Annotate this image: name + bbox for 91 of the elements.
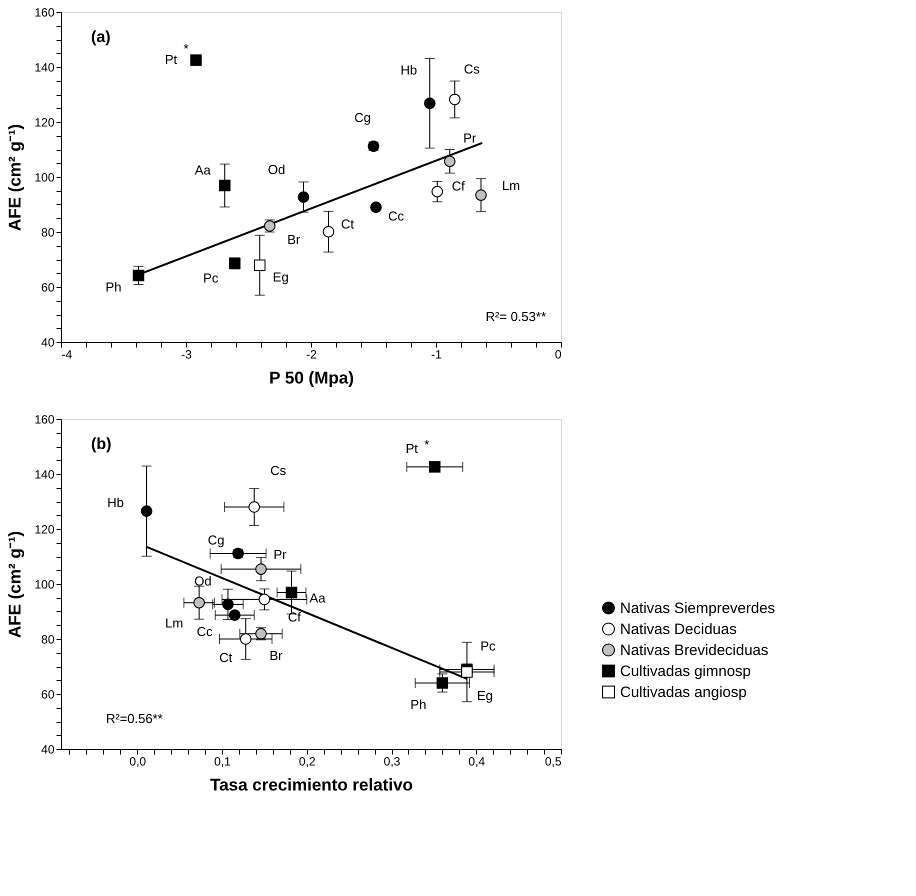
- point: [428, 461, 440, 473]
- y-tick-label: 140: [34, 468, 55, 482]
- x-tick-label: 0,5: [544, 754, 562, 768]
- point: [140, 505, 152, 517]
- point: [190, 54, 202, 66]
- annotation: Pr: [274, 547, 288, 562]
- annotation: Pr: [463, 130, 477, 146]
- annotation: *: [183, 41, 189, 56]
- legend-label: Nativas Deciduas: [620, 621, 737, 638]
- annotation: Ct: [219, 650, 233, 665]
- y-tick-label: 120: [34, 522, 55, 536]
- x-tick-label: -1: [431, 348, 442, 362]
- annotation: Ph: [410, 697, 426, 712]
- annotation: Ct: [341, 216, 354, 232]
- x-tick-label: -4: [62, 348, 72, 362]
- annotation: Aa: [194, 162, 212, 178]
- point: [444, 156, 456, 168]
- x-tick-label: 0,0: [129, 754, 146, 768]
- annotation: Cg: [208, 532, 224, 548]
- point: [258, 594, 270, 606]
- x-tick-label: -2: [306, 348, 318, 362]
- annotation: *: [424, 436, 430, 452]
- point: [255, 563, 267, 575]
- annotation: Cs: [464, 61, 480, 76]
- y-tick-label: 120: [34, 116, 55, 130]
- y-tick-label: 160: [34, 6, 55, 20]
- point: [461, 666, 473, 678]
- annotation: Eg: [272, 269, 289, 284]
- legend-label: Nativas Siempreverdes: [620, 600, 776, 617]
- point: [132, 270, 144, 282]
- y-tick-label: 80: [41, 632, 55, 646]
- y-tick-label: 60: [41, 688, 55, 702]
- y-axis-title: AFE (cm² g⁻¹): [5, 530, 24, 638]
- x-axis-title: Tasa crecimiento relativo: [210, 776, 413, 794]
- x-tick-label: 0: [554, 348, 562, 362]
- y-tick-label: 80: [41, 226, 55, 240]
- point: [248, 501, 260, 513]
- point: [424, 98, 436, 110]
- point: [432, 186, 443, 198]
- annotation: Cc: [388, 208, 404, 224]
- annotation: Cf: [452, 178, 466, 194]
- y-tick-label: 160: [34, 412, 55, 426]
- annotation: Cc: [196, 624, 214, 640]
- annotation: Pc: [480, 638, 496, 654]
- annotation: Aa: [310, 590, 326, 606]
- point: [286, 586, 298, 598]
- annotation: Br: [287, 232, 301, 247]
- annotation: Cg: [354, 110, 371, 126]
- annotation: Ph: [106, 279, 122, 294]
- y-tick-label: 40: [41, 742, 55, 756]
- annotation: R²= 0.53**: [486, 309, 546, 324]
- x-tick-label: 0,4: [468, 754, 486, 768]
- annotation: R²=0.56**: [106, 711, 163, 726]
- annotation: Pc: [203, 270, 219, 286]
- x-tick-label: 0,2: [298, 754, 316, 768]
- point: [193, 596, 205, 608]
- point: [298, 191, 310, 203]
- annotation: (a): [91, 29, 111, 46]
- x-tick-label: 0,3: [384, 754, 401, 768]
- y-tick-label: 60: [41, 280, 55, 294]
- legend-label: Cultivadas angiosp: [620, 684, 747, 701]
- annotation: Pt: [164, 52, 178, 68]
- annotation: Od: [194, 573, 212, 588]
- y-tick-label: 40: [41, 336, 55, 350]
- annotation: Od: [268, 162, 286, 178]
- annotation: Lm: [165, 616, 184, 631]
- y-tick-label: 100: [34, 578, 55, 592]
- point: [222, 598, 234, 610]
- point: [240, 633, 252, 645]
- annotation: Pt: [406, 440, 418, 456]
- annotation: (b): [91, 436, 112, 453]
- annotation: Eg: [476, 688, 493, 703]
- legend-label: Cultivadas gimnosp: [620, 663, 751, 680]
- y-tick-label: 140: [34, 60, 55, 74]
- annotation: Cs: [270, 463, 287, 478]
- x-tick-label: -3: [181, 348, 192, 362]
- y-axis-title: AFE (cm² g⁻¹): [5, 124, 24, 232]
- annotation: Lm: [502, 178, 520, 194]
- x-axis-title: P 50 (Mpa): [269, 368, 354, 388]
- y-tick-label: 100: [34, 170, 55, 184]
- point: [449, 94, 460, 106]
- annotation: Br: [270, 648, 284, 663]
- legend-label: Nativas Brevideciduas: [620, 642, 768, 659]
- point: [219, 180, 230, 192]
- point: [370, 202, 382, 213]
- annotation: Hb: [400, 62, 418, 78]
- annotation: Hb: [107, 495, 124, 510]
- point: [228, 609, 240, 621]
- point: [475, 189, 487, 201]
- x-tick-label: 0,1: [214, 754, 232, 768]
- point: [436, 677, 448, 689]
